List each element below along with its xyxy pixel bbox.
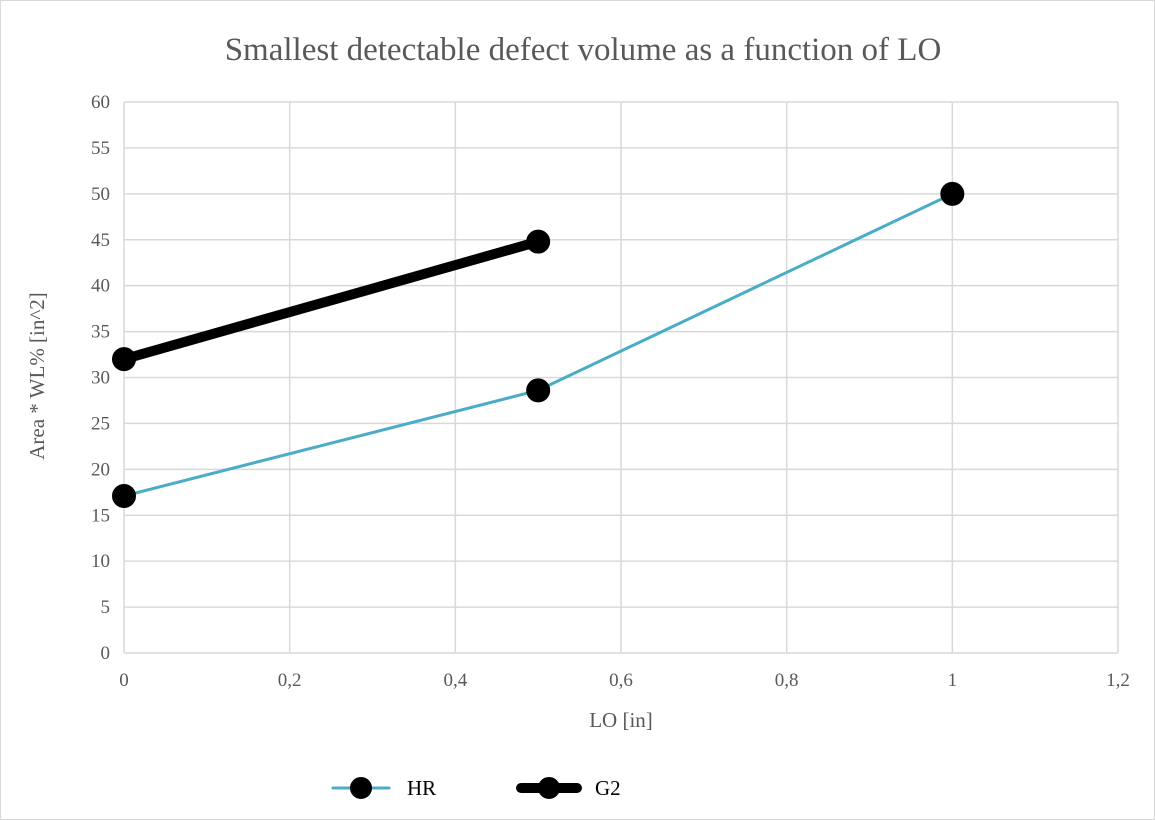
y-tick-label: 35	[91, 322, 110, 343]
y-tick-label: 40	[91, 276, 110, 297]
y-axis-ticks: 0 5 10 15 20 25 30 35 40 45 50 55 60	[91, 92, 110, 664]
data-point-hr	[526, 378, 551, 403]
y-tick-label: 55	[91, 138, 110, 159]
series-line-g2	[119, 236, 544, 365]
x-tick-label: 0,2	[278, 670, 302, 691]
y-tick-label: 30	[91, 368, 110, 389]
x-tick-label: 0,6	[609, 670, 633, 691]
legend: HR G2	[331, 776, 621, 800]
data-point-hr	[940, 181, 965, 206]
legend-marker-g2	[538, 777, 560, 799]
data-point-g2	[112, 347, 136, 372]
y-tick-label: 50	[91, 184, 110, 205]
y-tick-label: 10	[91, 551, 110, 572]
legend-marker-hr	[350, 777, 372, 799]
x-axis-ticks: 0 0,2 0,4 0,6 0,8 1 1,2	[119, 670, 1130, 691]
y-tick-label: 25	[91, 413, 110, 434]
x-axis-label: LO [in]	[589, 708, 653, 732]
y-tick-label: 5	[101, 597, 111, 618]
y-axis-label: Area * WL% [in^2]	[25, 292, 49, 460]
data-point-hr	[112, 483, 136, 508]
x-tick-label: 1	[948, 670, 958, 691]
series-markers	[112, 181, 965, 508]
y-tick-label: 60	[91, 92, 110, 113]
y-tick-label: 0	[101, 643, 111, 664]
legend-label-g2: G2	[595, 776, 621, 800]
x-tick-label: 0	[119, 670, 129, 691]
y-tick-label: 15	[91, 505, 110, 526]
x-tick-label: 1,2	[1106, 670, 1130, 691]
legend-label-hr: HR	[407, 776, 436, 800]
y-tick-label: 45	[91, 230, 110, 251]
x-tick-label: 0,4	[443, 670, 467, 691]
chart-title: Smallest detectable defect volume as a f…	[225, 32, 942, 68]
y-tick-label: 20	[91, 459, 110, 480]
x-tick-label: 0,8	[775, 670, 799, 691]
gridlines	[123, 101, 1119, 654]
data-point-g2	[526, 229, 551, 254]
